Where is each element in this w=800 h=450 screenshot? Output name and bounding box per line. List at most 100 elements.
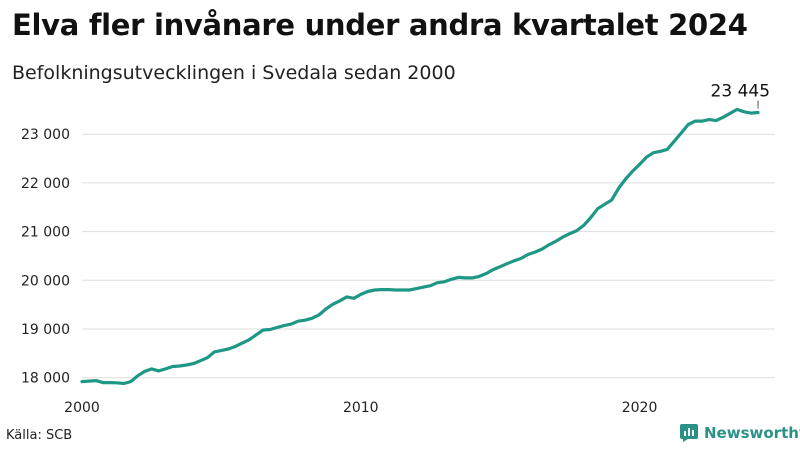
data-point xyxy=(645,156,648,159)
data-point xyxy=(345,295,348,298)
data-point xyxy=(666,148,669,151)
data-point xyxy=(115,381,118,384)
data-point xyxy=(450,278,453,281)
data-point xyxy=(129,380,132,383)
data-point xyxy=(234,345,237,348)
data-point xyxy=(150,367,153,370)
data-point xyxy=(101,381,104,384)
data-point xyxy=(80,380,83,383)
data-point xyxy=(694,119,697,122)
data-point xyxy=(533,250,536,253)
data-point xyxy=(457,276,460,279)
data-point xyxy=(673,139,676,142)
data-point xyxy=(422,286,425,289)
data-point xyxy=(324,307,327,310)
data-point xyxy=(164,367,167,370)
data-point xyxy=(652,151,655,154)
data-point xyxy=(554,240,557,243)
data-point xyxy=(436,281,439,284)
data-point xyxy=(485,272,488,275)
chart-title: Elva fler invånare under andra kvartalet… xyxy=(12,8,748,42)
data-point xyxy=(206,356,209,359)
data-point xyxy=(401,288,404,291)
data-point xyxy=(526,253,529,256)
data-point xyxy=(310,317,313,320)
data-point xyxy=(317,313,320,316)
data-point xyxy=(192,362,195,365)
data-point xyxy=(680,131,683,134)
end-value-label: 23 445 xyxy=(711,82,770,102)
data-point xyxy=(331,303,334,306)
data-point xyxy=(561,235,564,238)
data-point xyxy=(631,170,634,173)
data-point xyxy=(87,380,90,383)
data-point xyxy=(582,224,585,227)
data-point xyxy=(722,116,725,119)
data-point xyxy=(136,374,139,377)
y-axis-ticks: 18 000 19 000 20 000 21 000 22 000 23 000 xyxy=(21,127,70,386)
y-tick-label: 20 000 xyxy=(21,273,70,289)
data-point xyxy=(499,265,502,268)
brand-name: Newsworthy xyxy=(704,424,800,442)
data-point xyxy=(415,287,418,290)
data-point xyxy=(380,288,383,291)
data-point xyxy=(617,187,620,190)
data-point xyxy=(742,110,745,113)
data-point xyxy=(540,248,543,251)
data-point xyxy=(756,111,759,114)
data-point xyxy=(255,333,258,336)
data-point xyxy=(199,359,202,362)
x-tick-label: 2000 xyxy=(64,400,100,416)
data-point xyxy=(94,379,97,382)
grid-lines xyxy=(82,133,775,379)
series-layer xyxy=(80,107,760,386)
data-point xyxy=(241,342,244,345)
data-point xyxy=(157,369,160,372)
data-point xyxy=(749,111,752,114)
data-point xyxy=(610,198,613,201)
data-point xyxy=(464,276,467,279)
data-point xyxy=(178,364,181,367)
data-point xyxy=(108,381,111,384)
y-tick-label: 19 000 xyxy=(21,322,70,338)
data-point xyxy=(283,324,286,327)
data-point xyxy=(122,382,125,385)
data-point xyxy=(687,123,690,126)
data-point xyxy=(366,290,369,293)
data-point xyxy=(143,370,146,373)
data-point xyxy=(736,108,739,111)
data-point xyxy=(624,177,627,180)
chart-subtitle: Befolkningsutvecklingen i Svedala sedan … xyxy=(12,62,456,84)
data-point xyxy=(701,119,704,122)
series-line xyxy=(80,107,760,386)
data-point xyxy=(506,262,509,265)
data-point xyxy=(568,232,571,235)
data-point xyxy=(248,338,251,341)
data-point xyxy=(394,288,397,291)
brand-logo[interactable]: Newsworthy xyxy=(680,424,800,442)
data-point xyxy=(478,275,481,278)
data-point xyxy=(547,243,550,246)
data-point xyxy=(213,350,216,353)
data-point xyxy=(373,288,376,291)
data-point xyxy=(262,328,265,331)
data-point xyxy=(387,288,390,291)
data-point xyxy=(589,216,592,219)
data-point xyxy=(513,259,516,262)
data-point xyxy=(471,276,474,279)
y-tick-label: 23 000 xyxy=(21,127,70,143)
data-point xyxy=(429,284,432,287)
data-point xyxy=(276,326,279,329)
data-point xyxy=(596,207,599,210)
x-tick-label: 2010 xyxy=(343,400,379,416)
source-note: Källa: SCB xyxy=(6,428,73,443)
data-point xyxy=(220,349,223,352)
data-point xyxy=(185,363,188,366)
data-point xyxy=(729,112,732,115)
data-point xyxy=(289,323,292,326)
data-point xyxy=(519,257,522,260)
y-tick-label: 22 000 xyxy=(21,176,70,192)
data-point xyxy=(715,119,718,122)
x-axis-ticks: 2000 2010 2020 xyxy=(64,400,657,416)
